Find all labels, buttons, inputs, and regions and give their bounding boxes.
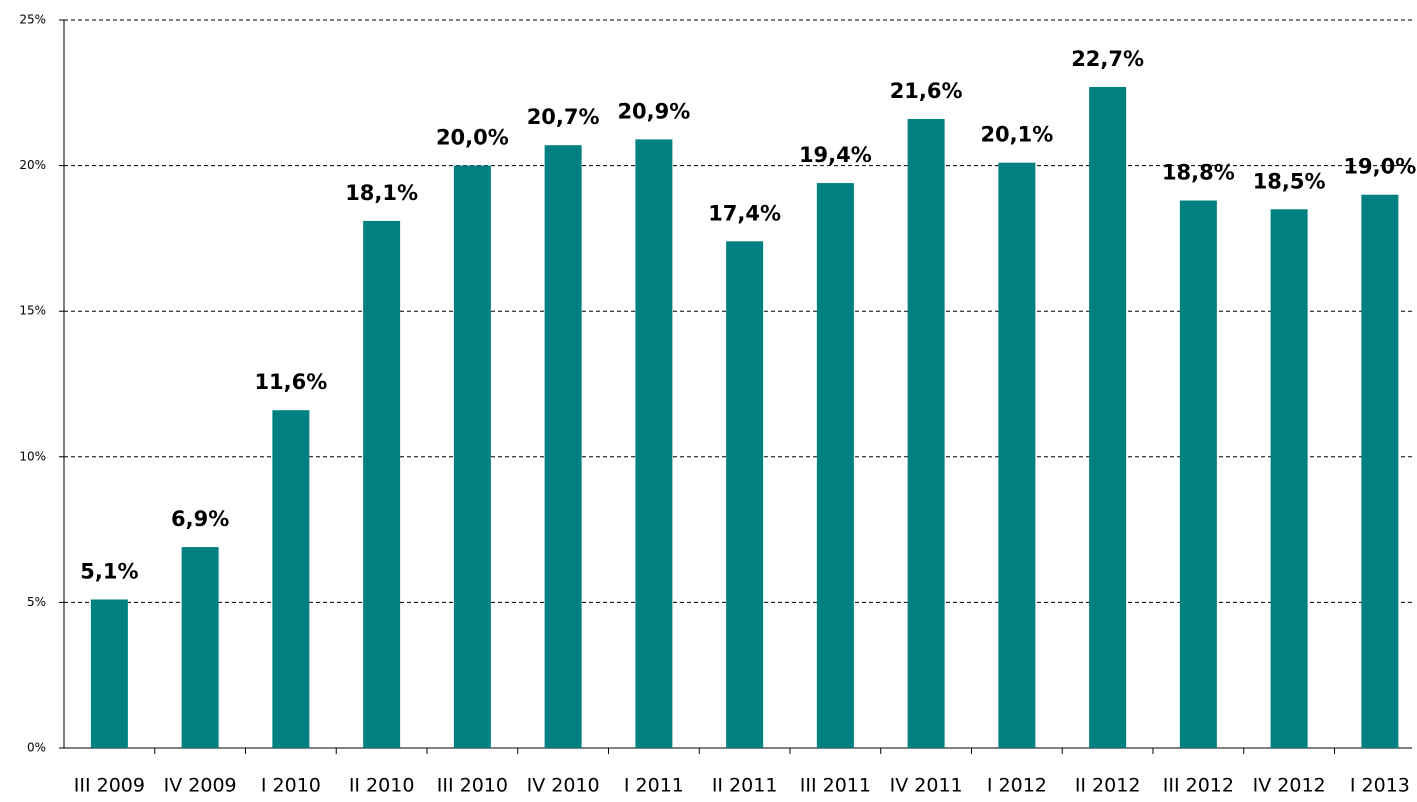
x-tick-label: III 2010: [437, 775, 508, 797]
x-tick-label: IV 2009: [164, 775, 237, 797]
value-label: 22,7%: [1071, 47, 1144, 71]
value-label: 21,6%: [890, 79, 963, 103]
bar: [363, 220, 401, 749]
bar: [181, 547, 219, 748]
bar: [998, 162, 1036, 749]
value-label: 6,9%: [171, 507, 229, 531]
x-tick-label: I 2011: [624, 775, 684, 797]
x-tick-label: III 2009: [74, 775, 145, 797]
x-tick-label: II 2010: [349, 775, 415, 797]
x-tick-label: I 2010: [261, 775, 321, 797]
y-tick-label: 20%: [19, 158, 46, 172]
bar: [272, 410, 310, 748]
x-tick-label: III 2011: [800, 775, 871, 797]
value-label: 20,9%: [617, 99, 690, 123]
bar: [544, 145, 582, 748]
bar: [816, 183, 854, 748]
bar: [453, 165, 491, 749]
x-tick-label: IV 2012: [1253, 775, 1326, 797]
bar: [907, 119, 945, 749]
value-label: 19,4%: [799, 143, 872, 167]
value-label: 20,1%: [980, 123, 1053, 147]
x-tick-label: IV 2010: [527, 775, 600, 797]
bar: [726, 241, 764, 748]
y-tick-label: 5%: [27, 595, 46, 609]
value-label: 20,0%: [436, 126, 509, 150]
x-tick-label: III 2012: [1163, 775, 1234, 797]
value-label: 11,6%: [254, 370, 327, 394]
bar: [635, 139, 673, 749]
value-label: 19,0%: [1343, 155, 1416, 179]
bar: [1179, 200, 1217, 748]
x-tick-label: I 2012: [987, 775, 1047, 797]
bar: [90, 599, 128, 748]
y-tick-label: 0%: [27, 741, 46, 755]
bar: [1270, 209, 1308, 748]
bar: [1089, 86, 1127, 748]
value-label: 17,4%: [708, 201, 781, 225]
value-label: 20,7%: [527, 105, 600, 129]
x-tick-label: IV 2011: [890, 775, 963, 797]
x-tick-label: II 2011: [712, 775, 778, 797]
x-tick-label: II 2012: [1075, 775, 1141, 797]
bar: [1361, 194, 1399, 749]
x-tick-label: I 2013: [1350, 775, 1410, 797]
y-tick-label: 15%: [19, 304, 46, 318]
value-label: 18,5%: [1253, 169, 1326, 193]
y-tick-label: 25%: [19, 13, 46, 27]
y-tick-label: 10%: [19, 449, 46, 463]
value-label: 18,8%: [1162, 161, 1235, 185]
value-label: 18,1%: [345, 181, 418, 205]
value-label: 5,1%: [80, 559, 138, 583]
